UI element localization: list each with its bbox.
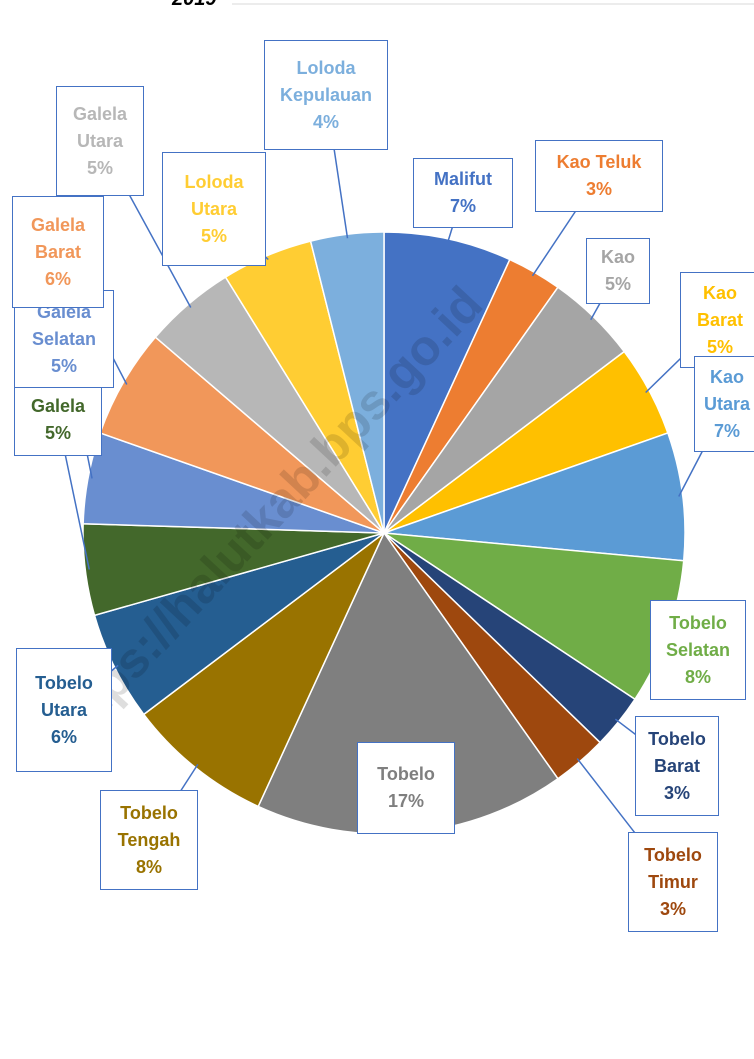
data-label: Kao 5% xyxy=(586,238,650,304)
label-value: 5% xyxy=(706,336,733,357)
label-name: Malifut xyxy=(434,169,492,189)
label-name: Kao xyxy=(600,247,635,267)
data-label: Tobelo Utara 6% xyxy=(16,648,112,772)
data-label: Galela 5% xyxy=(14,384,102,456)
data-label: Loloda Utara 5% xyxy=(162,152,266,266)
label-value: 5% xyxy=(86,157,113,178)
label-value: 3% xyxy=(585,179,612,199)
data-label: Tobelo Selatan 8% xyxy=(650,600,746,700)
data-label: Tobelo Timur 3% xyxy=(628,832,718,932)
data-label: Tobelo 17% xyxy=(357,742,455,834)
label-name: Tobelo Tengah xyxy=(117,802,181,850)
label-name: Tobelo Utara xyxy=(35,672,93,720)
label-name: Tobelo Barat xyxy=(648,728,706,776)
label-name: Galela xyxy=(30,396,86,416)
label-name: Galela Utara xyxy=(72,103,128,151)
label-name: Loloda Kepulauan xyxy=(279,57,372,105)
data-label: Tobelo Barat 3% xyxy=(635,716,719,816)
label-name: Loloda Utara xyxy=(184,171,244,219)
data-label: Kao Barat 5% xyxy=(680,272,754,368)
data-label: Tobelo Tengah 8% xyxy=(100,790,198,890)
label-name: Kao Utara xyxy=(703,366,751,414)
label-value: 6% xyxy=(50,726,77,747)
data-label: Galela Utara 5% xyxy=(56,86,144,196)
label-value: 5% xyxy=(50,355,77,376)
label-name: Tobelo Timur xyxy=(644,844,702,892)
data-label: Kao Teluk 3% xyxy=(535,140,663,212)
label-value: 5% xyxy=(200,225,227,246)
label-value: 4% xyxy=(312,111,339,132)
label-name: Tobelo xyxy=(377,764,435,784)
data-label: Malifut 7% xyxy=(413,158,513,228)
data-label: Loloda Kepulauan 4% xyxy=(264,40,388,150)
label-value: 3% xyxy=(663,782,690,803)
label-name: Galela Barat xyxy=(30,214,86,262)
label-name: Kao Teluk xyxy=(556,152,642,172)
label-value: 7% xyxy=(449,196,476,216)
label-value: 17% xyxy=(387,791,425,811)
data-label: Kao Utara 7% xyxy=(694,356,754,452)
label-value: 6% xyxy=(44,268,71,289)
label-name: Tobelo Selatan xyxy=(665,612,731,660)
label-value: 8% xyxy=(135,856,162,877)
label-value: 3% xyxy=(659,898,686,919)
label-value: 8% xyxy=(684,666,711,687)
chart-title: 2019 xyxy=(172,0,217,11)
pie-slice xyxy=(383,432,686,562)
label-name: Kao Barat xyxy=(696,282,744,330)
data-label: Galela Barat 6% xyxy=(12,196,104,308)
label-value: 7% xyxy=(713,420,740,441)
label-value: 5% xyxy=(604,274,631,294)
label-value: 5% xyxy=(44,423,71,443)
